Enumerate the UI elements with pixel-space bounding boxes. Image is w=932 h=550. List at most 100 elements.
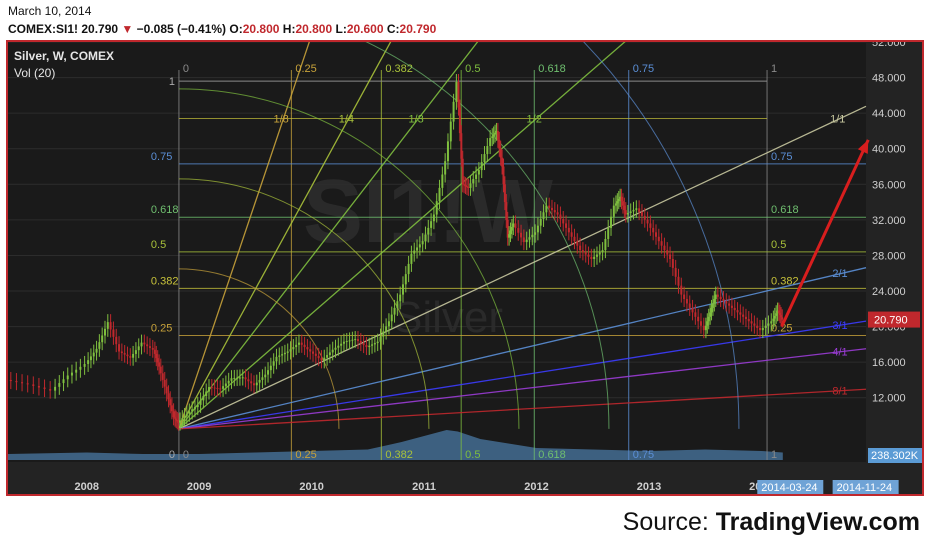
- candle-body: [387, 321, 390, 327]
- candle-body: [525, 239, 528, 243]
- candle-body: [711, 303, 714, 308]
- last-price-badge-label: 20.790: [874, 315, 908, 327]
- candle-body: [534, 232, 537, 235]
- x-tick-label: 2009: [187, 481, 211, 493]
- candle-body: [780, 315, 783, 318]
- candle-body: [236, 377, 239, 379]
- y-tick-label: 52.000: [872, 42, 906, 49]
- candle-body: [514, 223, 517, 229]
- candle-body: [199, 400, 202, 405]
- candle-body: [244, 377, 247, 380]
- candle-body: [486, 146, 489, 155]
- date-badge-label: 2014-11-24: [837, 482, 892, 494]
- candle-body: [716, 294, 719, 297]
- high-value: 20.800: [295, 22, 333, 36]
- fib-time-label-bottom: 0: [183, 449, 189, 461]
- x-tick-label: 2012: [524, 481, 548, 493]
- candle-body: [155, 353, 158, 359]
- candle-body: [32, 384, 35, 386]
- candle-body: [373, 343, 376, 345]
- quote-line: COMEX:SI1! 20.790 ▼ −0.085 (−0.41%) O:20…: [8, 22, 436, 36]
- candle-body: [759, 327, 762, 331]
- trend-arrow-head: [857, 139, 869, 154]
- candle-body: [222, 386, 225, 389]
- candle-body: [66, 375, 69, 380]
- candle-body: [312, 351, 315, 354]
- fib-price-label-right: 0.618: [771, 204, 799, 216]
- high-label: H:: [282, 22, 296, 36]
- candle-body: [643, 215, 646, 220]
- candle-body: [480, 162, 483, 171]
- gann-fan-line: [178, 388, 867, 430]
- candle-body: [326, 355, 329, 358]
- fib-price-label-right: 0.25: [771, 322, 792, 334]
- candle-body: [492, 134, 495, 137]
- candle-body: [477, 170, 480, 175]
- candle-body: [646, 219, 649, 224]
- fib-price-label-left: 0.25: [151, 322, 172, 334]
- candle-body: [172, 411, 175, 418]
- candle-body: [491, 136, 494, 139]
- candle-body: [357, 339, 360, 342]
- fib-price-label-right: 0.5: [771, 239, 786, 251]
- candle-body: [660, 241, 663, 246]
- date-badge-label: 2014-03-24: [761, 482, 817, 494]
- candle-body: [205, 391, 208, 396]
- candle-body: [143, 342, 146, 345]
- candle-body: [213, 387, 216, 389]
- candle-body: [410, 253, 413, 264]
- y-tick-label: 16.000: [872, 357, 906, 369]
- candle-body: [306, 347, 309, 350]
- fib-price-label-right: 0.382: [771, 275, 799, 287]
- source-credit: Source: TradingView.com: [623, 508, 920, 537]
- candle-body: [520, 232, 523, 238]
- symbol-label[interactable]: COMEX:SI1!: [8, 22, 79, 36]
- fib-time-label-top: 0.5: [465, 63, 480, 75]
- candle-body: [208, 387, 211, 392]
- fib-price-label-left: 0.75: [151, 151, 172, 163]
- candle-body: [435, 201, 438, 215]
- fib-time-label-bottom: 0.382: [385, 449, 413, 461]
- candle-body: [382, 331, 385, 337]
- candle-body: [140, 342, 143, 347]
- volume-badge-label: 238.302K: [871, 450, 919, 462]
- candle-body: [777, 310, 780, 313]
- candle-body: [427, 227, 430, 235]
- gann-fan-label: 1/3: [408, 113, 423, 125]
- candle-body: [345, 341, 348, 343]
- candle-body: [430, 221, 433, 228]
- candle-body: [539, 218, 542, 226]
- candle-body: [623, 205, 626, 211]
- candle-body: [663, 245, 666, 251]
- candle-body: [216, 387, 219, 389]
- candle-body: [506, 219, 509, 238]
- candle-body: [699, 321, 702, 326]
- candle-body: [598, 252, 601, 255]
- candle-body: [399, 294, 402, 302]
- candle-body: [413, 250, 416, 254]
- gann-fan-line: [178, 42, 392, 430]
- candle-body: [334, 347, 337, 350]
- candle-body: [317, 355, 320, 359]
- y-tick-label: 28.000: [872, 250, 906, 262]
- candle-body: [109, 322, 112, 330]
- candle-body: [158, 362, 161, 367]
- candle-body: [250, 381, 253, 384]
- candle-body: [501, 157, 504, 167]
- candle-body: [747, 319, 750, 322]
- candle-body: [123, 353, 126, 355]
- candle-body: [441, 174, 444, 188]
- candle-body: [328, 352, 331, 356]
- candle-body: [685, 299, 688, 304]
- fib-time-label-top: 0.75: [633, 63, 654, 75]
- candle-body: [269, 365, 272, 371]
- candle-body: [421, 241, 424, 245]
- candle-body: [115, 336, 118, 345]
- candle-body: [54, 386, 57, 391]
- low-label: L:: [335, 22, 347, 36]
- price-chart[interactable]: SI1!WSilver000.250.250.3820.3820.50.50.6…: [8, 42, 922, 494]
- candle-body: [62, 379, 65, 384]
- gann-fan-label: 8/1: [832, 386, 847, 398]
- candle-body: [677, 276, 680, 286]
- candle-body: [278, 355, 281, 357]
